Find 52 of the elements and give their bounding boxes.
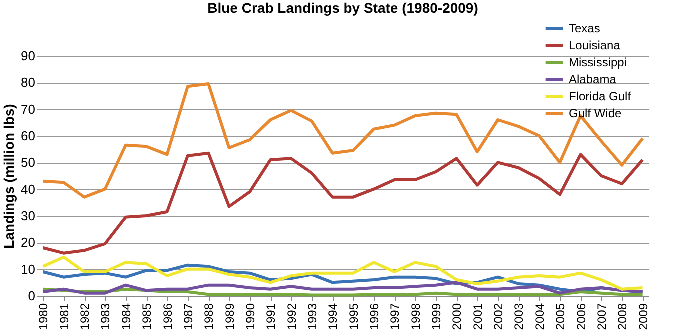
legend-label: Texas [569, 22, 600, 36]
y-tick-label: 10 [21, 262, 36, 277]
line-series [42, 256, 644, 291]
y-tick-label: 20 [21, 235, 36, 250]
x-tick-label: 2005 [554, 303, 568, 330]
line-series [42, 281, 644, 295]
x-tick-label: 1992 [284, 303, 299, 330]
x-tick-label: 2003 [512, 303, 526, 330]
y-tick-label: 90 [21, 48, 36, 64]
line-series [42, 152, 644, 255]
x-tick-label: 1995 [346, 303, 361, 330]
x-tick-label: 1998 [408, 303, 423, 330]
legend-label: Alabama [569, 72, 617, 86]
legend-label: Mississippi [569, 56, 628, 70]
x-tick-label: 1984 [119, 303, 134, 330]
x-tick-label: 1987 [181, 303, 196, 330]
y-tick-label: 30 [21, 208, 36, 224]
line-series [42, 82, 644, 199]
y-axis-title: Landings (million lbs) [1, 104, 18, 249]
y-tick-label: 60 [21, 128, 36, 144]
legend-label: Gulf Wide [569, 106, 622, 120]
x-tick-label: 2002 [492, 303, 506, 330]
chart-title: Blue Crab Landings by State (1980-2009) [208, 0, 478, 16]
x-tick-label: 1990 [243, 303, 258, 330]
x-tick-label: 1996 [368, 303, 382, 330]
x-tick-label: 2000 [450, 303, 464, 330]
y-tick-label: 80 [21, 75, 36, 90]
x-tick-label: 2004 [532, 303, 547, 330]
x-tick-label: 1989 [222, 303, 237, 330]
legend-label: Louisiana [569, 38, 621, 52]
x-tick-label: 1982 [78, 303, 92, 330]
x-tick-label: 1985 [140, 303, 154, 330]
x-tick-label: 1993 [305, 303, 320, 330]
x-tick-label: 1983 [98, 303, 113, 330]
x-tick-label: 1994 [326, 303, 340, 330]
x-tick-label: 2007 [594, 303, 609, 330]
legend-label: Florida Gulf [569, 90, 632, 104]
x-tick-label: 2008 [616, 303, 630, 330]
x-tick-label: 1999 [430, 303, 444, 330]
y-tick-label: 50 [21, 155, 36, 170]
x-tick-label: 1997 [388, 303, 402, 330]
x-tick-label: 2009 [636, 303, 650, 330]
y-tick-label: 0 [28, 288, 36, 304]
x-tick-label: 2001 [470, 303, 485, 330]
x-tick-label: 1981 [57, 303, 72, 330]
x-tick-label: 1980 [36, 303, 51, 330]
x-tick-label: 1991 [264, 303, 278, 330]
y-tick-label: 70 [21, 102, 36, 117]
x-tick-label: 1988 [202, 303, 216, 330]
x-tick-label: 1986 [160, 303, 175, 330]
x-tick-label: 2006 [574, 303, 588, 330]
y-tick-label: 40 [21, 182, 36, 197]
